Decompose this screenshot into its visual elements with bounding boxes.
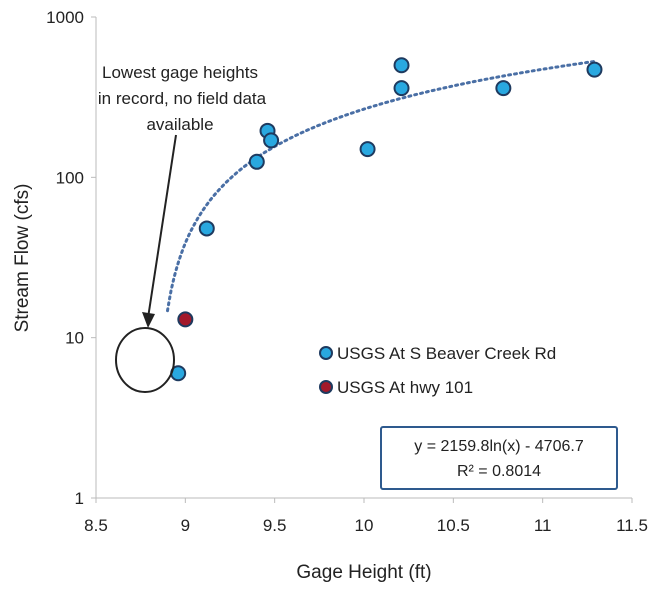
y-tick-label: 1: [75, 489, 84, 508]
annotation-line-3: available: [146, 115, 213, 134]
annotation-ellipse: [115, 327, 175, 393]
x-axis-ticks: 8.5 9 9.5 10 10.5 11 11.5: [84, 498, 648, 535]
x-tick-label: 11.5: [616, 516, 648, 535]
data-point-beaver-creek: [263, 132, 280, 149]
x-tick-label: 9.5: [263, 516, 287, 535]
x-tick-label: 11: [534, 516, 552, 535]
data-point-beaver-creek: [359, 141, 376, 158]
trendline-equation: y = 2159.8ln(x) - 4706.7: [414, 438, 584, 455]
y-tick-label: 10: [65, 329, 84, 348]
y-tick-label: 100: [56, 168, 84, 187]
data-point-beaver-creek: [393, 57, 410, 74]
x-tick-label: 10: [355, 516, 374, 535]
annotation-line-1: Lowest gage heights: [102, 63, 258, 82]
trendline-r-squared: R² = 0.8014: [457, 463, 541, 480]
trendline: [166, 59, 598, 313]
legend-marker-beaver-creek: [319, 346, 333, 360]
y-tick-label: 1000: [46, 8, 84, 27]
data-point-beaver-creek: [393, 80, 410, 97]
x-tick-label: 8.5: [84, 516, 108, 535]
annotation-arrow-head: [142, 312, 155, 328]
annotation-line-2: in record, no field data: [98, 89, 267, 108]
data-point-beaver-creek: [586, 61, 603, 78]
annotation-arrow-line: [147, 134, 177, 319]
trendline-equation-box: y = 2159.8ln(x) - 4706.7 R² = 0.8014: [380, 426, 618, 490]
legend-label-beaver-creek: USGS At S Beaver Creek Rd: [337, 344, 556, 363]
y-axis-title: Stream Flow (cfs): [12, 184, 33, 333]
data-point-beaver-creek: [248, 153, 265, 170]
legend: USGS At S Beaver Creek Rd USGS At hwy 10…: [319, 344, 556, 397]
x-tick-label: 9: [181, 516, 190, 535]
x-axis-title: Gage Height (ft): [296, 562, 431, 583]
data-point-beaver-creek: [495, 80, 512, 97]
data-points: [170, 57, 603, 382]
legend-marker-hwy-101: [319, 380, 333, 394]
y-axis-ticks: 1 10 100 1000: [46, 8, 96, 508]
equation-box-border: [380, 426, 618, 490]
data-point-hwy-101: [177, 311, 194, 328]
legend-label-hwy-101: USGS At hwy 101: [337, 378, 473, 397]
x-tick-label: 10.5: [437, 516, 470, 535]
data-point-beaver-creek: [198, 220, 215, 237]
